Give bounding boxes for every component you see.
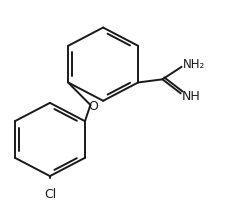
Text: O: O — [88, 99, 98, 113]
Text: NH₂: NH₂ — [183, 58, 205, 71]
Text: NH: NH — [182, 89, 201, 103]
Text: Cl: Cl — [44, 188, 56, 201]
